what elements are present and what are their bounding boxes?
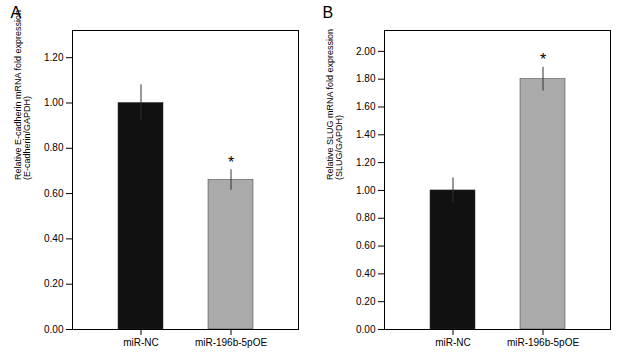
svg-text:miR-NC: miR-NC: [435, 337, 471, 348]
svg-text:0.20: 0.20: [44, 278, 64, 289]
svg-text:0.60: 0.60: [44, 188, 64, 199]
svg-text:0.80: 0.80: [44, 142, 64, 153]
svg-text:*: *: [228, 154, 234, 171]
svg-text:1.00: 1.00: [356, 185, 376, 196]
svg-text:1.80: 1.80: [356, 73, 376, 84]
svg-text:0.40: 0.40: [44, 233, 64, 244]
svg-text:miR-NC: miR-NC: [123, 337, 159, 348]
svg-text:0.80: 0.80: [356, 212, 376, 223]
svg-text:0.20: 0.20: [356, 296, 376, 307]
svg-text:0.40: 0.40: [356, 268, 376, 279]
svg-text:miR-196b-5pOE: miR-196b-5pOE: [507, 337, 580, 348]
svg-text:1.40: 1.40: [356, 129, 376, 140]
svg-text:1.20: 1.20: [44, 52, 64, 63]
svg-text:*: *: [540, 51, 546, 68]
svg-text:1.60: 1.60: [356, 101, 376, 112]
svg-text:1.20: 1.20: [356, 157, 376, 168]
svg-text:A: A: [11, 4, 22, 21]
svg-text:0.00: 0.00: [44, 324, 64, 335]
svg-text:0.60: 0.60: [356, 240, 376, 251]
svg-text:miR-196b-5pOE: miR-196b-5pOE: [195, 337, 268, 348]
svg-text:Relative SLUG mRNA fold expres: Relative SLUG mRNA fold expression(SLUG/…: [325, 29, 344, 180]
svg-text:Relative E-cadherin mRNA fold: Relative E-cadherin mRNA fold expression…: [13, 10, 32, 180]
svg-text:1.00: 1.00: [44, 97, 64, 108]
svg-text:2.00: 2.00: [356, 46, 376, 57]
svg-text:B: B: [323, 4, 334, 21]
svg-text:0.00: 0.00: [356, 324, 376, 335]
